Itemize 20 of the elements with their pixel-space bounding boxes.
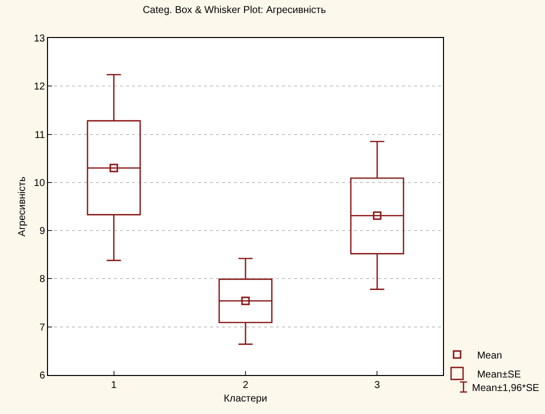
x-tick-label: 2 [242, 380, 249, 391]
text: Mean±1,96*SE [472, 383, 540, 394]
y-tick-label: 11 [34, 130, 46, 141]
y-axis-title: Агресивність [16, 176, 28, 236]
y-tick-label: 10 [34, 178, 46, 189]
x-tick-label: 3 [374, 380, 380, 391]
legend-label: Mean±SE [477, 369, 522, 380]
y-tick-label: 6 [39, 370, 46, 382]
legend-label: Mean [477, 350, 502, 362]
y-tick-label: 9 [39, 226, 46, 238]
y-tick-label: 13 [34, 34, 46, 44]
y-tick-label: 12 [34, 82, 46, 93]
point [110, 164, 118, 172]
x-tick-label: 1 [111, 380, 118, 391]
y-tick-label: 7 [39, 322, 46, 334]
chart-title: Categ. Box & Whisker Plot: Агресивність [142, 5, 326, 16]
x-axis-title: Кластери [224, 394, 268, 404]
y-tick-label: 8 [39, 274, 46, 286]
point [372, 211, 382, 220]
point [241, 296, 250, 306]
